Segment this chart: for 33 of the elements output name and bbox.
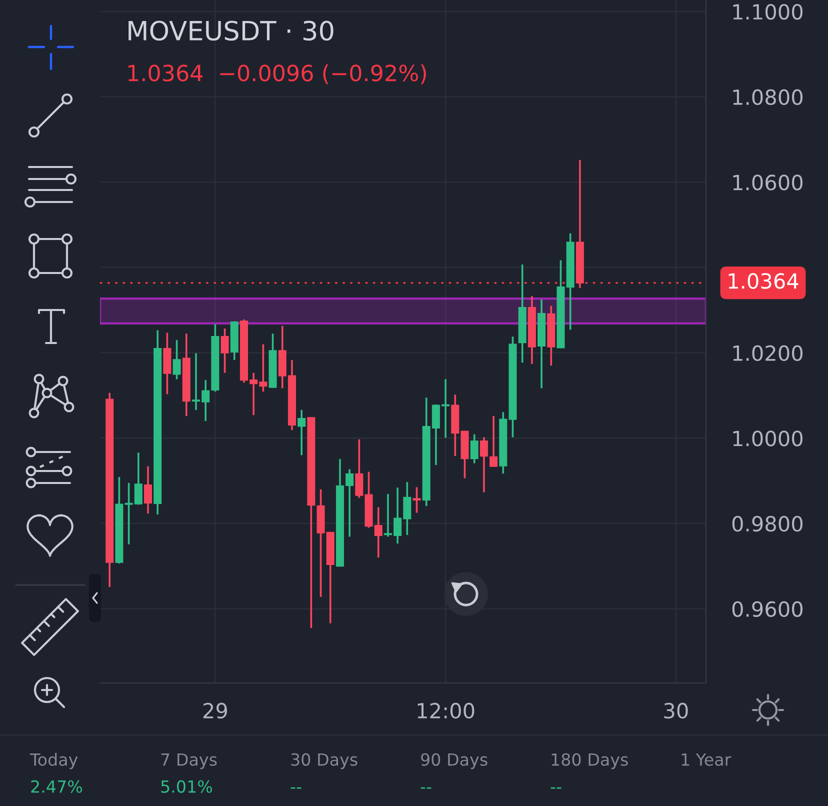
y-tick-label: 1.0600 [733,174,803,190]
y-tick-label: 1.0200 [733,345,803,362]
candlestick [144,465,152,515]
candlestick [412,486,421,514]
candlestick [355,438,364,499]
candlestick [490,415,498,468]
text: 30 Days [291,753,358,770]
y-tick-label: 0.9600 [732,601,803,617]
text: -- [550,787,562,789]
text: 1 Year [682,753,732,766]
y-tick-label: 1.0800 [733,89,803,106]
candlestick [172,339,181,380]
text: 1.0364 −0.0096 (−0.92%) [128,64,426,84]
text: 180 Days [552,753,628,770]
text: -- [290,787,302,789]
ref-line-label: 1.0364 [728,273,798,289]
candlestick [480,436,488,494]
candlestick [470,433,478,464]
text: 7 Days [161,753,217,770]
x-tick-label: 29 [203,702,227,719]
y-tick-label: 0.9800 [732,516,803,532]
text: 2.47% [31,780,82,793]
text: Today [30,752,78,770]
y-tick-label: 1.1000 [733,4,803,20]
text: MOVEUSDT · 30 [128,20,334,41]
x-tick-label: 12:00 [418,702,474,719]
text: 5.01% [161,780,212,793]
text: -- [420,787,432,789]
y-tick-label: 1.0000 [733,430,803,446]
text: 90 Days [421,753,488,770]
candlestick [220,328,229,374]
x-tick-label: 30 [664,702,688,719]
candlestick [298,409,306,456]
